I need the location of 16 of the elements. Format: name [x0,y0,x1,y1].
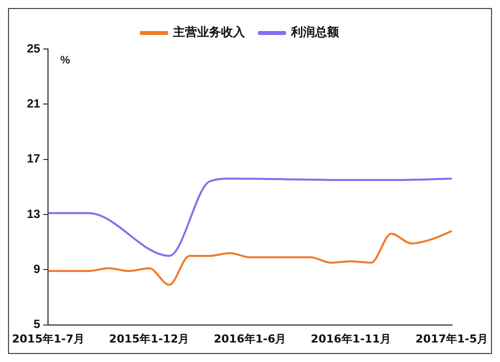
x-tick-label: 2017年1-5月 [416,332,488,346]
y-tick-label: 9 [34,262,41,276]
y-tick-label: 17 [26,152,41,166]
line-series [47,178,453,257]
line-series [47,230,453,286]
x-tick-label: 2016年1-6月 [214,332,286,346]
x-tick-label: 2015年1-7月 [12,332,84,346]
y-tick-label: 13 [26,206,41,221]
legend-label: 主营业务收入 [172,25,246,40]
y-axis-title: % [60,54,70,67]
y-tick-label: 21 [26,96,41,110]
y-tick-label: 25 [26,41,41,56]
legend-label: 利润总额 [290,25,340,40]
y-tick-label: 5 [34,317,41,332]
x-tick-label: 2016年1-11月 [310,332,391,346]
x-tick-label: 2015年1-12月 [109,332,190,346]
